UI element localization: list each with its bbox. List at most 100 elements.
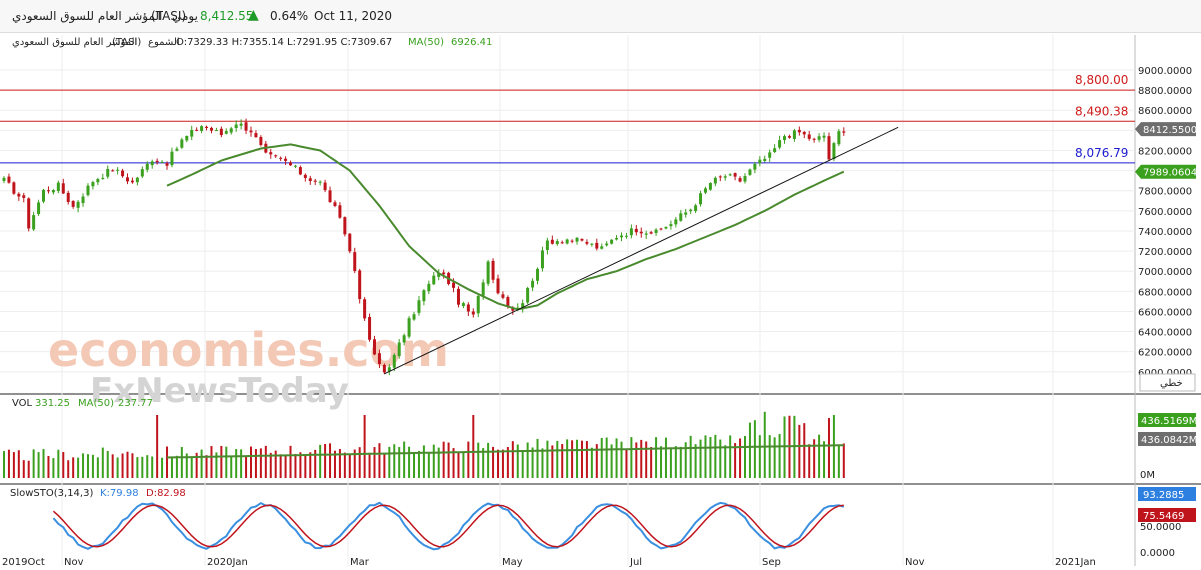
volume-bar	[655, 437, 658, 478]
volume-bar	[358, 447, 361, 478]
candle-body	[624, 235, 628, 237]
volume-bar	[96, 457, 99, 478]
candle-body	[32, 215, 36, 230]
candle-body	[437, 273, 441, 277]
candle-body	[773, 148, 777, 153]
candle-body	[7, 176, 11, 183]
candle-body	[684, 212, 688, 215]
candle-body	[298, 167, 302, 175]
volume-bar	[605, 437, 608, 478]
candle-body	[224, 131, 228, 134]
volume-bar	[699, 439, 702, 478]
volume-bar	[126, 451, 129, 478]
candle-body	[190, 130, 194, 137]
volume-bar	[827, 418, 830, 478]
volume-bar	[52, 458, 55, 478]
instrument-ticker: (TASI)	[151, 9, 187, 23]
volume-bar	[57, 449, 60, 478]
volume-bar	[664, 437, 667, 478]
stoch-tick-label: 50.0000	[1140, 522, 1181, 533]
candle-body	[605, 243, 609, 246]
volume-bar	[467, 441, 470, 478]
candle-body	[22, 195, 26, 198]
volume-bar	[309, 452, 312, 478]
candle-body	[368, 316, 372, 340]
candle-body	[595, 242, 599, 249]
volume-bar	[724, 445, 727, 478]
candle-body	[822, 135, 826, 138]
volume-bar	[660, 446, 663, 478]
candle-body	[81, 196, 85, 204]
candle-body	[338, 205, 342, 218]
candle-body	[91, 182, 95, 187]
candle-body	[76, 201, 80, 208]
volume-bar	[625, 448, 628, 478]
period-label[interactable]: يومي	[172, 9, 198, 23]
volume-label: VOL	[12, 398, 33, 409]
candle-body	[205, 126, 209, 128]
candle-body	[550, 239, 554, 244]
candle-body	[373, 339, 376, 355]
candle-body	[481, 282, 485, 296]
change-percent: 0.64%	[270, 9, 309, 23]
price-tick-label: 7800.0000	[1138, 187, 1192, 198]
volume-bar	[551, 445, 554, 478]
candle-body	[787, 136, 791, 138]
volume-bar	[442, 441, 445, 478]
volume-bar	[679, 446, 682, 478]
volume-bar	[190, 456, 193, 478]
price-tick-label: 7000.0000	[1138, 267, 1192, 278]
volume-bar	[832, 414, 835, 478]
stoch-tag-label: 93.2885	[1143, 490, 1184, 501]
candle-body	[135, 177, 139, 183]
candle-body	[565, 239, 569, 244]
price-tick-label: 7600.0000	[1138, 207, 1192, 218]
volume-bar	[773, 437, 776, 478]
volume-bar	[269, 452, 272, 478]
volume-bar	[284, 455, 287, 478]
x-tick-label: Jul	[629, 557, 642, 568]
volume-bar	[422, 445, 425, 478]
volume-bar	[482, 448, 485, 478]
candle-body	[491, 260, 495, 280]
volume-bar	[576, 439, 579, 478]
volume-value: 331.25	[35, 398, 70, 409]
volume-bar	[744, 436, 746, 478]
volume-ma-line	[166, 444, 844, 459]
candle-body	[610, 239, 614, 244]
price-tick-label: 7400.0000	[1138, 227, 1192, 238]
candle-body	[679, 213, 683, 221]
candle-body	[748, 169, 752, 175]
candle-body	[284, 158, 288, 161]
volume-bar	[116, 457, 119, 478]
volume-bar	[136, 457, 139, 478]
candle-body	[778, 140, 782, 148]
volume-bar	[477, 442, 480, 478]
scale-type-button[interactable]	[1139, 373, 1196, 392]
candle-body	[427, 283, 431, 292]
volume-bar	[472, 415, 475, 478]
candle-body	[402, 335, 406, 343]
candle-body	[694, 205, 698, 212]
price-tick-label: 6800.0000	[1138, 287, 1192, 298]
legend-type: الشموع	[148, 37, 180, 48]
volume-bar	[289, 445, 292, 478]
stoch-tag	[1138, 487, 1196, 501]
candle-body	[629, 228, 633, 236]
candle-body	[244, 122, 248, 131]
volume-bar	[274, 450, 277, 478]
volume-bar	[398, 447, 401, 478]
price-tick-label: 6400.0000	[1138, 328, 1192, 339]
candle-body	[239, 123, 243, 126]
volume-bar	[689, 435, 692, 478]
volume-bar	[72, 457, 75, 478]
x-tick-label: 2021Jan	[1055, 557, 1096, 568]
candle-body	[837, 131, 841, 145]
candle-body	[234, 124, 238, 128]
volume-tag	[1138, 432, 1196, 446]
volume-bar	[462, 452, 465, 478]
volume-bar	[378, 443, 381, 478]
candle-body	[51, 190, 55, 193]
volume-bar	[264, 445, 267, 478]
